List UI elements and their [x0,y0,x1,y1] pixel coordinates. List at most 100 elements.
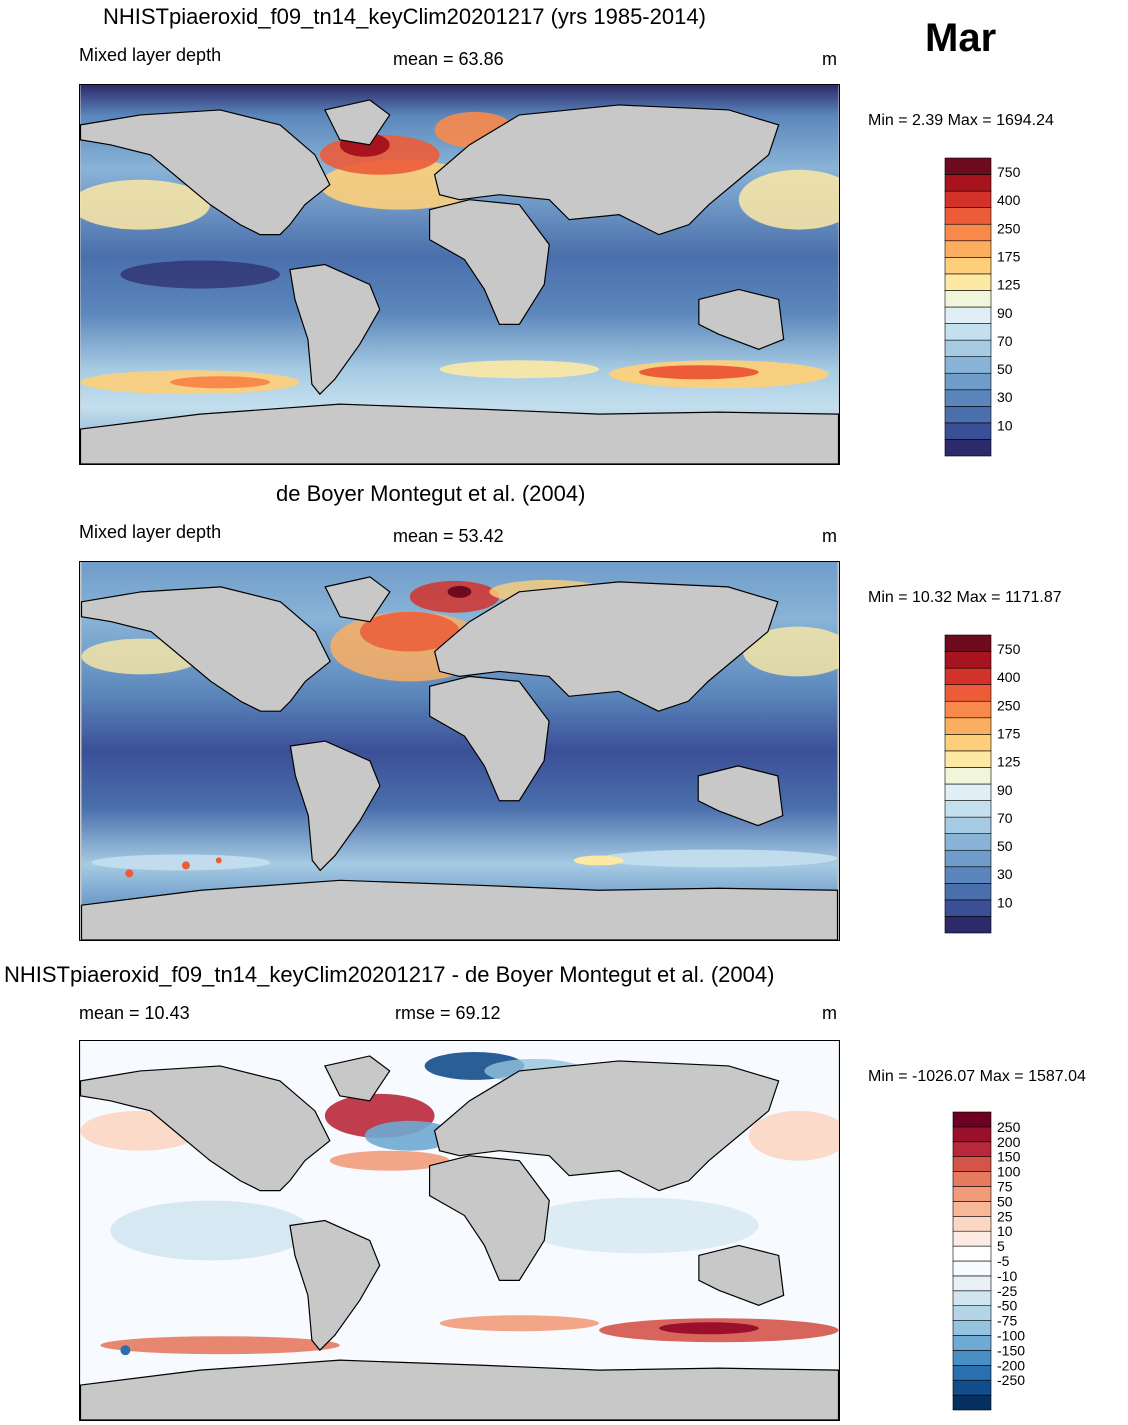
colorbar-swatch [952,1320,992,1336]
panel1-land [80,99,839,464]
panel2-map-svg [80,562,839,940]
panel2-so-spot-1 [125,869,134,878]
colorbar-tick-label: 100 [997,1164,1021,1180]
panel3-so-east-core [658,1322,759,1335]
colorbar-swatch [952,1216,992,1232]
colorbar-swatch [944,290,992,308]
colorbar-tick-label: 50 [997,838,1013,854]
panel2-north-america [80,586,331,712]
panel2-colorbar-svg: 750 400 250 175 125 90 70 50 30 10 [944,634,1021,934]
colorbar-tick-label: 10 [997,894,1013,910]
colorbar-swatch [952,1245,992,1262]
colorbar-tick-label: -10 [997,1268,1017,1284]
colorbar-tick-label: 50 [997,1193,1013,1209]
colorbar-tick-label: 150 [997,1149,1021,1165]
panel3-map-svg [80,1041,839,1420]
colorbar-tick-label: 75 [997,1179,1013,1195]
colorbar-tick-label: 25 [997,1208,1013,1224]
panel1-so-east-core [639,365,759,380]
panel2-nordic-core [447,585,472,598]
colorbar-swatch [944,372,992,391]
panel3-mean-label: mean = 10.43 [79,1003,190,1023]
colorbar-swatch [944,767,992,785]
colorbar-swatch [952,1365,992,1381]
colorbar-swatch [944,734,992,752]
panel1-mean-label: mean = 63.86 [393,49,504,69]
colorbar-tick-label: 125 [997,277,1021,293]
colorbar-swatch [944,717,992,735]
panel2-so-spot-2 [181,861,190,870]
colorbar-swatch [944,750,992,768]
panel1-colorbar-svg: 750 400 250 175 125 90 70 50 30 10 [944,157,1021,457]
colorbar-swatch [952,1305,992,1321]
colorbar-swatch [952,1394,992,1411]
panel1-npac-west [80,179,211,230]
colorbar-swatch [944,651,992,669]
colorbar-swatch [952,1275,992,1292]
panel3-africa [428,1155,550,1281]
colorbar-tick-label: 125 [997,754,1021,770]
colorbar-tick-label: 10 [997,1223,1013,1239]
colorbar-swatch [944,916,992,934]
panel3-npac-east [748,1110,839,1161]
panel3-greenland [323,1055,391,1102]
panel2-eurasia [433,581,779,712]
panel2-south-america [289,740,381,872]
colorbar-swatch [952,1335,992,1351]
month-label: Mar [925,16,997,60]
colorbar-tick-label: 250 [997,697,1021,713]
colorbar-swatch [944,323,992,341]
panel3-indian [519,1197,759,1254]
colorbar-swatch [944,257,992,275]
panel3-south-america [289,1219,381,1352]
colorbar-swatch [944,883,992,901]
colorbar-swatch [944,223,992,242]
colorbar-swatch [944,174,992,192]
colorbar-swatch [952,1141,992,1157]
colorbar-swatch [952,1201,992,1217]
panel3-natl-band [329,1150,450,1171]
colorbar-swatch [944,157,992,175]
colorbar-tick-label: 70 [997,810,1013,826]
panel1-greenland [323,99,391,146]
panel3-title: NHISTpiaeroxid_f09_tn14_keyClim20201217 … [4,962,775,987]
panel3-eurasia [433,1060,780,1192]
colorbar-swatch [944,190,992,208]
colorbar-swatch [952,1379,992,1396]
panel2-title: de Boyer Montegut et al. (2004) [276,481,586,506]
panel3-minmax-label: Min = -1026.07 Max = 1587.04 [868,1068,1086,1085]
colorbar-tick-label: 5 [997,1238,1005,1254]
colorbar-tick-label: 400 [997,192,1021,208]
panel2-so-east [598,849,838,868]
colorbar-tick-label: 400 [997,669,1021,685]
colorbar-tick-label: 250 [997,220,1021,236]
panel3-australia [698,1244,785,1306]
panel1-north-america [80,109,331,236]
colorbar-tick-label: 175 [997,726,1021,742]
colorbar-swatch [944,273,992,291]
panel2-land [80,576,839,940]
panel1-africa [428,199,550,325]
colorbar-swatch [944,667,992,685]
panel1-eurasia [433,104,780,236]
colorbar-tick-label: 750 [997,641,1021,657]
panel1-variable-label: Mixed layer depth [79,45,222,65]
colorbar-tick-label: -75 [997,1313,1017,1329]
colorbar-tick-label: 90 [997,782,1013,798]
panel3-gulfstream [364,1120,455,1151]
colorbar-swatch [944,700,992,719]
panel2-mean-label: mean = 53.42 [393,526,504,546]
colorbar-swatch [952,1350,992,1366]
panel2-so-west [91,854,271,871]
colorbar-swatch [944,339,992,357]
colorbar-swatch [944,306,992,324]
panel1-so-west-core [170,376,270,389]
panel1-so-center [439,360,600,379]
panel3-so-center [439,1315,600,1332]
colorbar-tick-label: 10 [997,417,1013,433]
panel2-greenland [324,576,391,623]
colorbar-tick-label: 90 [997,305,1013,321]
panel3-land [80,1055,839,1420]
panel1-colorbar: 750 400 250 175 125 90 70 50 30 10 [944,157,1025,458]
colorbar-swatch [944,800,992,818]
